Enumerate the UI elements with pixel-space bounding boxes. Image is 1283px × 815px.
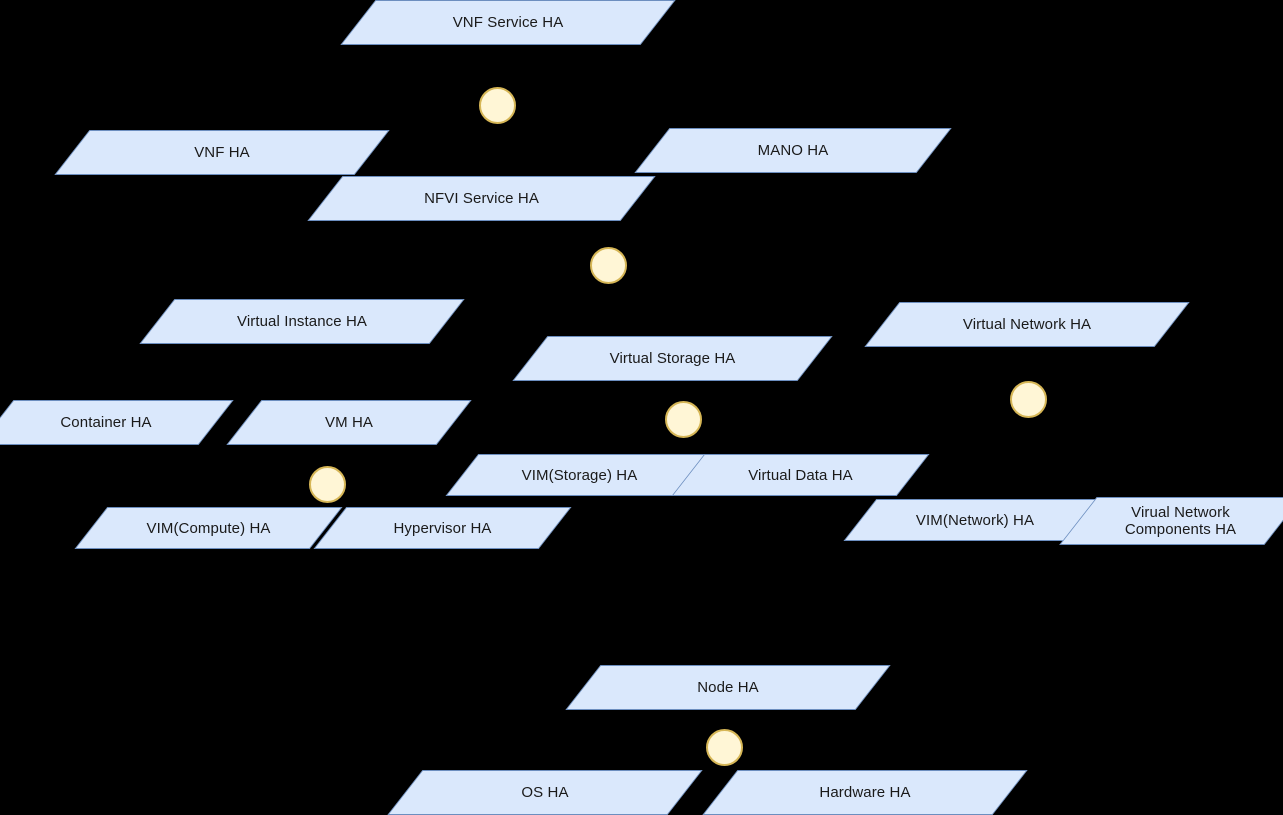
parallelogram-shape xyxy=(0,400,234,445)
parallelogram-shape xyxy=(226,400,472,445)
ha-node-virtual-storage-ha[interactable]: Virtual Storage HA xyxy=(512,336,833,381)
parallelogram-shape xyxy=(1059,497,1283,545)
parallelogram-shape xyxy=(307,176,656,221)
ha-node-hypervisor-ha[interactable]: Hypervisor HA xyxy=(313,507,572,549)
ha-node-vm-ha[interactable]: VM HA xyxy=(226,400,472,445)
parallelogram-shape xyxy=(864,302,1190,347)
connector-circle-connector-nfvi-service[interactable] xyxy=(590,247,627,284)
parallelogram-shape xyxy=(445,454,714,496)
parallelogram-shape xyxy=(139,299,465,344)
ha-node-nfvi-service-ha[interactable]: NFVI Service HA xyxy=(307,176,656,221)
parallelogram-shape xyxy=(340,0,676,45)
parallelogram-shape xyxy=(565,665,891,710)
parallelogram-shape xyxy=(387,770,703,815)
parallelogram-shape xyxy=(671,454,930,496)
ha-node-mano-ha[interactable]: MANO HA xyxy=(634,128,952,173)
parallelogram-shape xyxy=(634,128,952,173)
ha-node-virtual-instance-ha[interactable]: Virtual Instance HA xyxy=(139,299,465,344)
connector-circle-connector-virtual-storage[interactable] xyxy=(665,401,702,438)
ha-node-hardware-ha[interactable]: Hardware HA xyxy=(702,770,1028,815)
parallelogram-shape xyxy=(702,770,1028,815)
ha-node-vim-storage-ha[interactable]: VIM(Storage) HA xyxy=(445,454,714,496)
connector-circle-connector-vm[interactable] xyxy=(309,466,346,503)
parallelogram-shape xyxy=(313,507,572,549)
ha-node-virtual-network-ha[interactable]: Virtual Network HA xyxy=(864,302,1190,347)
ha-node-virtual-data-ha[interactable]: Virtual Data HA xyxy=(671,454,930,496)
ha-node-os-ha[interactable]: OS HA xyxy=(387,770,703,815)
parallelogram-shape xyxy=(512,336,833,381)
parallelogram-shape xyxy=(54,130,390,175)
parallelogram-shape xyxy=(74,507,343,549)
ha-node-container-ha[interactable]: Container HA xyxy=(0,400,234,445)
ha-node-virtual-network-components-ha[interactable]: Virual Network Components HA xyxy=(1059,497,1283,545)
ha-node-vnf-ha[interactable]: VNF HA xyxy=(54,130,390,175)
connector-circle-connector-virtual-network[interactable] xyxy=(1010,381,1047,418)
connector-circle-connector-node[interactable] xyxy=(706,729,743,766)
ha-node-vim-network-ha[interactable]: VIM(Network) HA xyxy=(843,499,1107,541)
connector-circle-connector-vnf-service[interactable] xyxy=(479,87,516,124)
ha-node-node-ha[interactable]: Node HA xyxy=(565,665,891,710)
ha-node-vnf-service-ha[interactable]: VNF Service HA xyxy=(340,0,676,45)
ha-node-vim-compute-ha[interactable]: VIM(Compute) HA xyxy=(74,507,343,549)
